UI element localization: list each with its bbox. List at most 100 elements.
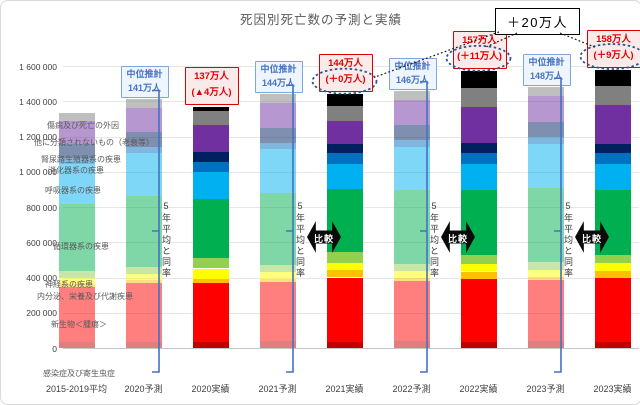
bar-segment (528, 262, 564, 270)
bar-segment (528, 137, 564, 144)
bar-segment (327, 263, 363, 271)
actual-callout-line2: (▲4万人) (186, 85, 238, 100)
bar-segment (528, 277, 564, 280)
total-change-callout: ＋20万人 (495, 8, 580, 35)
bar-segment (528, 188, 564, 262)
bar-segment (461, 342, 497, 348)
bar-segment (461, 88, 497, 107)
bar-segment (126, 342, 162, 348)
category-label: 他に分類されないもの（老衰等） (34, 137, 154, 148)
bar-segment (394, 125, 430, 140)
actual-callout-line1: 144万人 (320, 56, 372, 71)
bar-segment (528, 144, 564, 188)
bar-segment (193, 279, 229, 284)
bar-segment (595, 105, 631, 144)
actual-callout: 144万人(＋0万人) (319, 54, 373, 92)
actual-callout-line2: (＋0万人) (320, 72, 372, 87)
bar-segment (595, 164, 631, 190)
category-label: 傷病及び死亡の外因 (47, 120, 119, 131)
bar-segment (260, 193, 296, 265)
estimate-callout-line1: 中位推計 (122, 68, 168, 81)
estimate-callout-line2: 148万人 (524, 70, 570, 83)
bar-segment (126, 153, 162, 195)
bar-segment (327, 342, 363, 348)
actual-callout-line1: 157万人 (454, 33, 506, 48)
bar-segment (59, 204, 95, 271)
bar-segment (327, 144, 363, 153)
bar-segment (193, 125, 229, 152)
bar-segment (193, 172, 229, 198)
bar-segment (461, 153, 497, 164)
category-label: 感染症及び寄生虫症 (43, 368, 115, 379)
bar-segment (327, 106, 363, 121)
bar-segment (595, 144, 631, 154)
bar-segment (193, 107, 229, 112)
bar-segment (461, 143, 497, 153)
category-label: 腎尿路生殖器系の疾患 (41, 154, 121, 165)
category-label: 神経系の疾患 (45, 279, 93, 290)
bar-segment (595, 153, 631, 164)
bar-segment (461, 255, 497, 264)
bar-segment (126, 147, 162, 153)
bar-segment (59, 271, 95, 278)
bar-segment (327, 164, 363, 189)
bar-segment (260, 265, 296, 273)
bar-segment (193, 269, 229, 279)
bar-segment (59, 342, 95, 348)
bar-segment (327, 94, 363, 106)
bar-segment (126, 108, 162, 132)
bar-segment (260, 279, 296, 282)
bar-segment (461, 279, 497, 342)
y-axis-tick-label: 200 000 (5, 308, 57, 318)
bar-segment (528, 341, 564, 348)
bar-segment (126, 274, 162, 280)
bar-segment (394, 271, 430, 278)
bar-segment (461, 107, 497, 143)
bar-segment (260, 282, 296, 341)
gridline (63, 348, 639, 349)
category-label: 新生物＜腫瘍＞ (51, 319, 107, 330)
estimate-callout-line2: 144万人 (256, 77, 302, 90)
bar-segment (193, 283, 229, 342)
actual-callout-line2: (＋9万人) (588, 48, 640, 63)
bar-segment (260, 149, 296, 192)
bar-segment (394, 147, 430, 191)
category-label: 内分泌、栄養及び代謝疾患 (37, 291, 133, 302)
bar-segment (260, 341, 296, 348)
bar-segment (595, 255, 631, 264)
bar-segment (327, 252, 363, 262)
bar-segment (327, 121, 363, 144)
bar-segment (193, 342, 229, 348)
bar-segment (461, 164, 497, 190)
x-axis-label: 2023実績 (573, 382, 640, 395)
bar-segment (126, 99, 162, 107)
category-label: 呼吸器系の疾患 (45, 185, 101, 196)
bar-segment (528, 270, 564, 277)
actual-callout-line1: 158万人 (588, 32, 640, 47)
bar-segment (461, 264, 497, 272)
actual-callout: 137万人(▲4万人) (185, 67, 239, 105)
actual-callout: 158万人(＋9万人) (587, 30, 640, 68)
bar-segment (461, 272, 497, 279)
bar-segment (595, 271, 631, 278)
estimate-callout-line2: 141万人 (122, 82, 168, 95)
bar-segment (394, 341, 430, 348)
actual-callout-line2: (＋11万人) (454, 49, 506, 64)
estimate-callout-line2: 146万人 (390, 74, 436, 87)
y-axis-tick-label: 1 600 000 (5, 62, 57, 72)
actual-callout: 157万人(＋11万人) (453, 31, 507, 69)
actual-callout-line1: 137万人 (186, 69, 238, 84)
bar-segment (260, 103, 296, 128)
bar-segment (327, 270, 363, 277)
y-axis-tick-label: 600 000 (5, 238, 57, 248)
bar-segment (260, 272, 296, 279)
estimate-callout-line1: 中位推計 (524, 56, 570, 69)
bar-segment (193, 152, 229, 162)
bar-segment (193, 111, 229, 125)
y-axis-tick-label: 1 400 000 (5, 97, 57, 107)
bar-segment (595, 70, 631, 87)
